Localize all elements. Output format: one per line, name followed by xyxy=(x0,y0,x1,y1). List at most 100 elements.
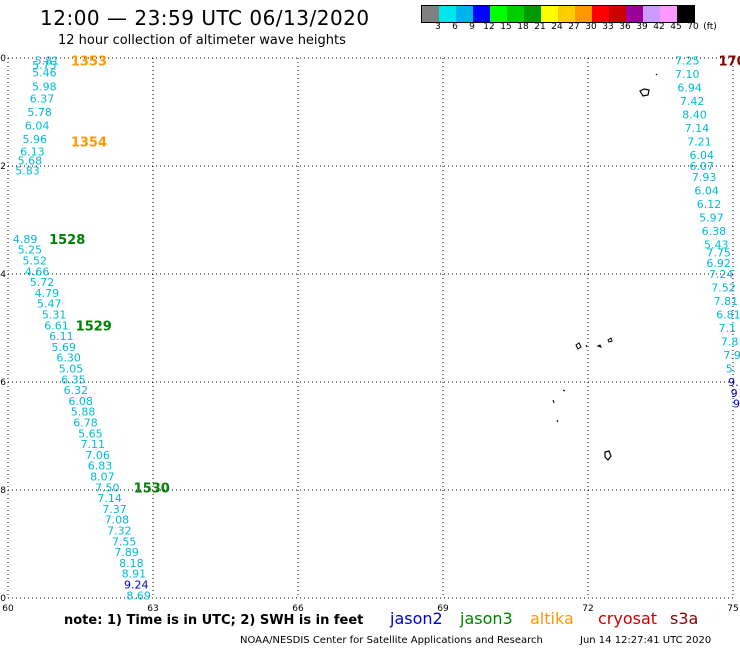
wave-height-value: 7.9 xyxy=(723,349,740,362)
wave-height-value: 7.81 xyxy=(714,295,739,308)
credit-line: NOAA/NESDIS Center for Satellite Applica… xyxy=(240,635,543,646)
color-scale-swatch xyxy=(439,6,456,22)
wave-height-value: 7.52 xyxy=(711,282,736,295)
color-scale-label: 45 xyxy=(670,22,682,32)
color-scale-label: 6 xyxy=(452,22,458,32)
wave-height-value: 7.21 xyxy=(687,136,712,149)
wave-height-value: 6.35 xyxy=(61,373,86,386)
pass-time-label: 1354 xyxy=(71,136,107,151)
wave-height-value: 5.75 xyxy=(32,59,57,72)
wave-height-value: 7.11 xyxy=(81,438,106,451)
wave-height-value: 6.30 xyxy=(56,352,80,365)
pass-time-label: 1705 xyxy=(719,55,740,70)
pass-time-label: 1529 xyxy=(76,319,112,334)
wave-height-value: 5.47 xyxy=(37,298,62,311)
wave-height-value: 7.14 xyxy=(685,122,710,135)
color-scale-swatch xyxy=(575,6,592,22)
wave-height-value: 6.92 xyxy=(706,257,731,270)
color-scale-label: 18 xyxy=(517,22,529,32)
color-scale-swatch xyxy=(626,6,643,22)
island-shape xyxy=(575,342,582,350)
x-tick-label: 72 xyxy=(582,604,593,614)
island-shape xyxy=(607,337,613,343)
footer-note: note: 1) Time is in UTC; 2) SWH is in fe… xyxy=(64,613,364,628)
wave-height-value: 5. xyxy=(726,363,737,376)
wave-height-value: 6.12 xyxy=(697,198,722,211)
color-scale-swatch xyxy=(422,6,439,22)
x-tick-label: 60 xyxy=(2,604,14,614)
y-tick-label: -8 xyxy=(0,486,6,496)
pass-time-label: 1528 xyxy=(49,233,85,248)
wave-height-value: 6.94 xyxy=(677,82,702,95)
y-tick-label: -2 xyxy=(0,162,6,172)
color-scale-swatch xyxy=(473,6,490,22)
color-scale-label: 42 xyxy=(653,22,665,32)
wave-height-value: 5.69 xyxy=(52,341,77,354)
wave-height-value: 7.55 xyxy=(112,535,136,548)
wave-height-value: 7.10 xyxy=(675,68,700,81)
wave-height-value: 8.69 xyxy=(126,589,150,602)
generated-timestamp: Jun 14 12:27:41 UTC 2020 xyxy=(580,635,712,646)
wave-height-value: 6.07 xyxy=(690,160,715,173)
color-scale-label: 9 xyxy=(469,22,475,32)
wave-height-value: 7.14 xyxy=(97,492,122,505)
color-scale-label: 30 xyxy=(585,22,597,32)
wave-height-value: 7.89 xyxy=(114,546,139,559)
color-scale-swatch xyxy=(677,6,694,22)
wave-height-value: 8.40 xyxy=(682,109,707,122)
wave-height-value: 6.04 xyxy=(25,120,49,133)
island-shape xyxy=(604,450,612,461)
island-shape xyxy=(596,344,602,348)
wave-height-value: 6.32 xyxy=(64,384,88,397)
wave-height-value: 9. xyxy=(728,376,739,389)
wave-height-value: 7.24 xyxy=(709,268,734,281)
axis-ticks: 60 63 66 69 72 75 0 -2 -4 -6 -8 -10 xyxy=(0,54,739,614)
color-scale-swatch xyxy=(541,6,558,22)
wave-height-value: 5.81 xyxy=(35,55,60,68)
color-scale-label: 15 xyxy=(500,22,512,32)
x-tick-label: 66 xyxy=(292,604,304,614)
color-scale-label: 27 xyxy=(568,22,580,32)
pass-time-label: 1530 xyxy=(134,481,170,496)
y-tick-label: -10 xyxy=(0,594,6,604)
color-scale-label: 70 xyxy=(687,22,699,32)
color-scale-label: 36 xyxy=(619,22,631,32)
legend-entry-cryosat: cryosat xyxy=(598,609,658,628)
wave-height-value: 9 xyxy=(733,398,740,411)
wave-height-value: 5.25 xyxy=(18,244,42,257)
x-tick-label: 69 xyxy=(437,604,449,614)
wave-height-value: 6.38 xyxy=(702,225,727,238)
wave-height-value: 6.11 xyxy=(49,330,73,343)
pass-time-label: 1353 xyxy=(71,55,107,70)
color-scale-label: 12 xyxy=(483,22,495,32)
island-shape xyxy=(639,88,650,97)
wave-height-value: 6.61 xyxy=(44,319,69,332)
wave-height-value: 5.46 xyxy=(32,67,57,80)
wave-height-value: 8.07 xyxy=(90,471,115,484)
wave-height-value: 5.98 xyxy=(32,81,57,94)
wave-height-value: 7.42 xyxy=(680,95,705,108)
wave-height-value: 7.75 xyxy=(706,246,731,259)
color-scale-swatch xyxy=(558,6,575,22)
wave-height-value: 4.89 xyxy=(13,233,38,246)
wave-height-value: 6.08 xyxy=(68,395,93,408)
wave-height-value: 5.31 xyxy=(42,309,66,322)
island-outlines xyxy=(552,73,658,461)
legend-entry-jason2: jason2 xyxy=(390,609,443,628)
wave-height-value: 6.04 xyxy=(690,149,715,162)
wave-height-value: 9.24 xyxy=(124,579,149,592)
wave-height-value: 5.68 xyxy=(18,155,42,168)
pass-time-labels: 1353 1354 1528 1529 1530 1705 xyxy=(49,55,740,497)
wave-height-value: 8.18 xyxy=(119,557,143,570)
wave-height-value: 6.04 xyxy=(694,184,719,197)
wave-height-value: 7.37 xyxy=(102,503,127,516)
island-shape xyxy=(556,419,559,423)
island-shape xyxy=(585,344,588,348)
map-grid xyxy=(7,57,734,599)
wave-height-value: 7.50 xyxy=(95,481,120,494)
wave-height-points: 5.815.755.465.986.375.786.045.966.135.68… xyxy=(13,55,740,603)
color-scale-swatch xyxy=(592,6,609,22)
legend-entry-s3a: s3a xyxy=(670,609,699,628)
wave-height-value: 8.91 xyxy=(122,568,147,581)
wave-height-value: 7.08 xyxy=(105,514,129,527)
